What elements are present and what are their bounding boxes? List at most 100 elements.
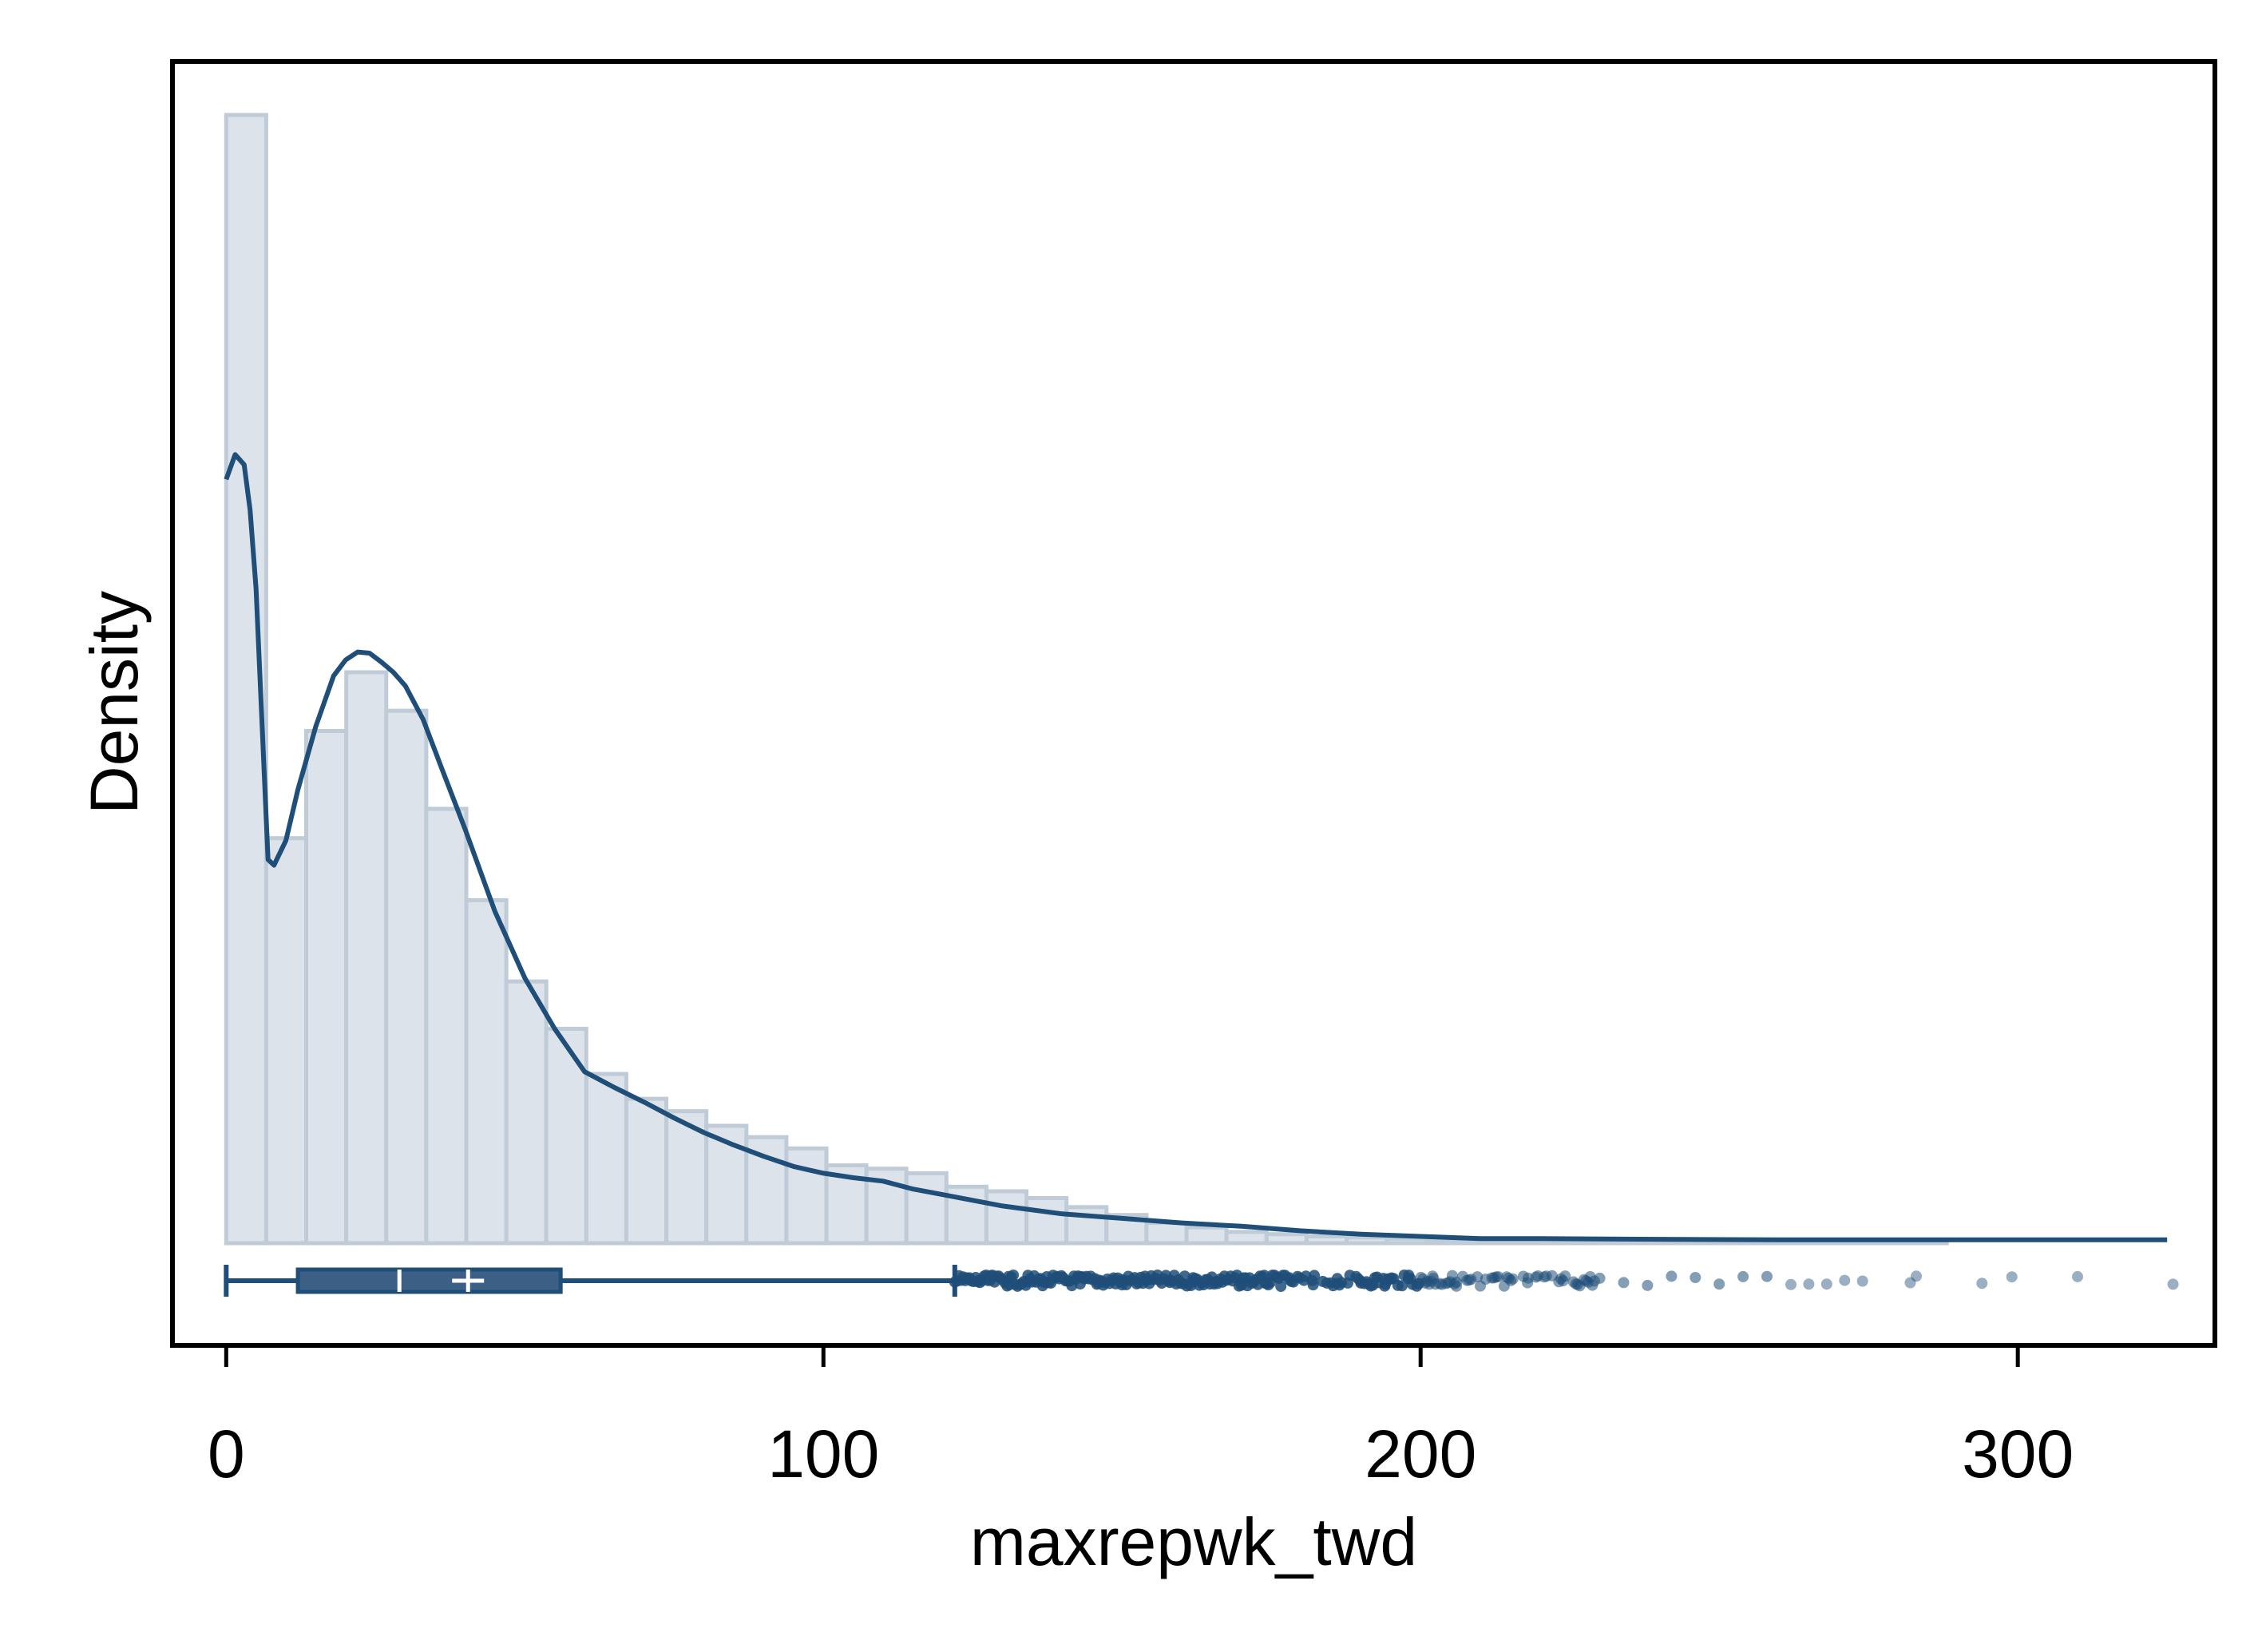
outlier-point [1003, 1270, 1015, 1282]
outlier-point [1803, 1278, 1815, 1290]
outlier-point [1116, 1279, 1128, 1291]
histogram-bar [1385, 1236, 1429, 1246]
outlier-point [1259, 1278, 1271, 1290]
histogram-bar [1864, 1240, 1909, 1246]
outlier-point [2006, 1271, 2018, 1283]
histogram-bar [1304, 1234, 1349, 1246]
x-tick-label: 0 [208, 1416, 245, 1492]
histogram-bar [424, 806, 469, 1246]
outlier-point [1546, 1270, 1558, 1282]
histogram-bar [584, 1072, 628, 1246]
outlier-point [1713, 1278, 1725, 1290]
plot-frame [170, 59, 2217, 1348]
outlier-point [1355, 1277, 1367, 1289]
histogram-bar [904, 1171, 949, 1246]
outlier-point [1039, 1277, 1050, 1289]
histogram-bar [504, 979, 549, 1246]
outlier-point [1492, 1271, 1504, 1283]
outlier-point [1498, 1280, 1510, 1292]
histogram-bar [984, 1189, 1029, 1246]
outlier-point [1451, 1276, 1463, 1288]
outlier-point [1911, 1270, 1922, 1282]
outlier-point [1594, 1272, 1606, 1284]
outlier-point [1737, 1270, 1749, 1282]
x-tick-label: 100 [767, 1416, 879, 1492]
outlier-point [1074, 1278, 1086, 1290]
outlier-point [1309, 1270, 1321, 1282]
x-tick-label: 300 [1962, 1416, 2074, 1492]
histogram-bar [1184, 1225, 1229, 1246]
outlier-point [961, 1272, 973, 1284]
outlier-point [1976, 1278, 1988, 1290]
x-tick-label: 200 [1365, 1416, 1476, 1492]
outlier-point [1188, 1276, 1199, 1288]
histogram-bar [1904, 1240, 1949, 1246]
outlier-point [1642, 1279, 1654, 1291]
histogram-bar [1345, 1235, 1389, 1246]
histogram-bar [263, 836, 308, 1246]
outlier-point [2072, 1270, 2083, 1282]
outlier-point [973, 1274, 984, 1286]
histogram-bar [464, 897, 509, 1246]
histogram-bar [1424, 1238, 1469, 1246]
outlier-point [1427, 1270, 1439, 1282]
outlier-point [1690, 1272, 1701, 1283]
outlier-point [1559, 1270, 1571, 1282]
outlier-point [1283, 1274, 1295, 1286]
outlier-point [1056, 1271, 1068, 1283]
outlier-point [1403, 1270, 1415, 1282]
histogram-bar [544, 1027, 588, 1246]
histogram-bar [1664, 1240, 1709, 1246]
outlier-point [1761, 1270, 1773, 1282]
x-axis-ticks: 0 100 200 300 [208, 1345, 2074, 1492]
histogram-bar [664, 1109, 709, 1246]
histogram-bar [1144, 1221, 1189, 1246]
boxplot [224, 1265, 2179, 1297]
outlier-point [1904, 1277, 1916, 1289]
boxplot-box [295, 1267, 563, 1294]
outlier-point [1570, 1278, 1582, 1290]
outlier-point [1092, 1278, 1104, 1289]
outlier-point [1331, 1278, 1343, 1290]
outlier-point [1211, 1278, 1223, 1290]
x-axis-label: maxrepwk_twd [970, 1504, 1417, 1579]
outlier-point [1839, 1274, 1851, 1286]
outlier-point [1140, 1274, 1152, 1285]
histogram-bar [1705, 1240, 1749, 1246]
outlier-point [1666, 1270, 1678, 1282]
histogram-bar [344, 670, 389, 1246]
histogram-bar [384, 708, 429, 1246]
outlier-point [2167, 1278, 2179, 1290]
outlier-point [1856, 1275, 1868, 1287]
y-axis-label: Density [77, 591, 152, 814]
histogram-bar [1224, 1230, 1269, 1246]
outlier-point [1307, 1279, 1319, 1291]
outlier-point [1785, 1278, 1797, 1290]
outlier-point [984, 1270, 996, 1282]
outlier-point [1507, 1273, 1519, 1285]
histogram-bar [1024, 1196, 1069, 1246]
histogram-bar [304, 729, 349, 1246]
histogram-bar [1624, 1240, 1669, 1246]
outlier-point [1235, 1279, 1247, 1291]
histogram-bar [624, 1096, 669, 1246]
outlier-point [1020, 1276, 1032, 1288]
outlier-point [1379, 1280, 1391, 1292]
outlier-point [1475, 1280, 1486, 1292]
histogram-bar [784, 1146, 829, 1246]
outlier-point [1522, 1272, 1534, 1284]
histogram-bar [1264, 1232, 1309, 1246]
outlier-point [1275, 1281, 1287, 1292]
outlier-point [1164, 1277, 1176, 1289]
histogram-bar [1785, 1240, 1829, 1246]
histogram-bar [1544, 1238, 1589, 1246]
histogram-bar [1745, 1240, 1789, 1246]
histogram-bar [1504, 1238, 1549, 1246]
outlier-point [1618, 1277, 1630, 1289]
outlier-point [1820, 1278, 1832, 1290]
histogram-bars [224, 113, 1949, 1246]
kde-density-line [224, 452, 2168, 1242]
histogram-bar [1824, 1240, 1869, 1246]
